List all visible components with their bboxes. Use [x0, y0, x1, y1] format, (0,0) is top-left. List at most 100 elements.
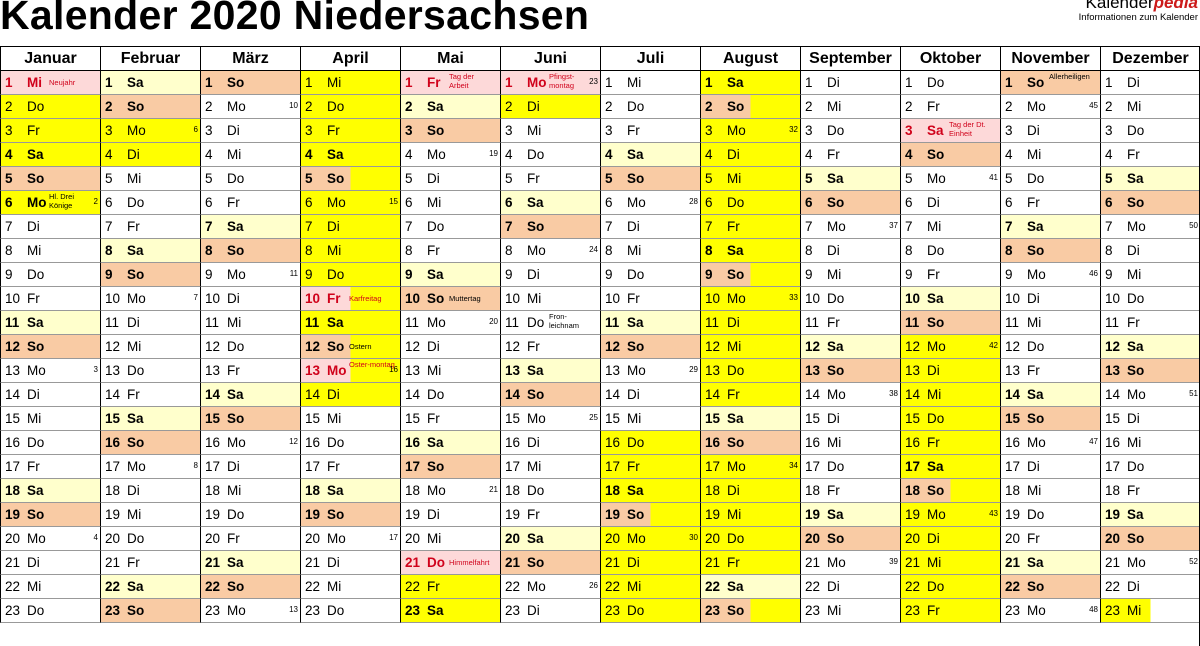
month-header: Februar	[100, 46, 200, 71]
weekday: Mo	[1127, 387, 1146, 402]
day-cell: 7 Mo 50	[1100, 215, 1200, 239]
weekday: Do	[27, 267, 45, 282]
day-cell: 16 So	[100, 431, 200, 455]
weekday: So	[27, 507, 45, 522]
day-number: 19	[1105, 507, 1121, 522]
day-number: 13	[5, 363, 21, 378]
day-number: 2	[205, 99, 213, 114]
day-cell: 21 Fr	[100, 551, 200, 575]
day-cell: 12 Mo 42	[900, 335, 1000, 359]
day-number: 1	[605, 75, 613, 90]
day-cell: 12 Fr	[500, 335, 600, 359]
day-number: 10	[505, 291, 521, 306]
day-cell: 3 So	[400, 119, 500, 143]
day-cell: 2 So	[100, 95, 200, 119]
day-cell: 13 Di	[900, 359, 1000, 383]
day-number: 16	[105, 435, 121, 450]
day-cell: 7 Sa	[1000, 215, 1100, 239]
day-number: 19	[905, 507, 921, 522]
weekday: Fr	[727, 555, 740, 570]
day-cell: 5 So	[300, 167, 400, 191]
day-cell: 2 Di	[500, 95, 600, 119]
weekday: Mi	[627, 579, 642, 594]
day-cell: 14 Sa	[1000, 383, 1100, 407]
weekday: Do	[327, 435, 345, 450]
weekday: So	[827, 363, 845, 378]
day-number: 17	[205, 459, 221, 474]
day-number: 2	[805, 99, 813, 114]
month-header: August	[700, 46, 800, 71]
day-number: 5	[105, 171, 113, 186]
day-cell: 23 So	[700, 599, 800, 623]
weekday: Di	[227, 123, 240, 138]
weekday: Mi	[527, 123, 542, 138]
weekday: Mi	[727, 171, 742, 186]
weekday: Do	[727, 363, 745, 378]
day-number: 4	[105, 147, 113, 162]
day-cell: 11 Fr	[1100, 311, 1200, 335]
weekday: Do	[327, 99, 345, 114]
day-cell: 13 Mi	[400, 359, 500, 383]
weekday: Sa	[427, 267, 444, 282]
day-number: 8	[505, 243, 513, 258]
day-cell: 9 Do	[600, 263, 700, 287]
day-number: 6	[405, 195, 413, 210]
day-number: 2	[405, 99, 413, 114]
day-cell: 5 So	[600, 167, 700, 191]
day-number: 14	[505, 387, 521, 402]
day-number: 13	[1005, 363, 1021, 378]
day-cell: 5 Di	[400, 167, 500, 191]
weekday: So	[27, 171, 45, 186]
day-cell: 6 Mo 28	[600, 191, 700, 215]
day-number: 14	[305, 387, 321, 402]
day-cell: 23 Do	[600, 599, 700, 623]
day-cell: 9 Fr	[900, 263, 1000, 287]
weekday: Sa	[527, 195, 544, 210]
day-number: 6	[705, 195, 713, 210]
week-number: 13	[289, 605, 298, 614]
day-cell: 21 Mo 39	[800, 551, 900, 575]
day-number: 2	[605, 99, 613, 114]
holiday-note: Pfingst-montag	[549, 72, 575, 90]
weekday: Sa	[1027, 219, 1044, 234]
day-cell: 9 Mi	[800, 263, 900, 287]
weekday: Sa	[127, 411, 144, 426]
weekday: So	[727, 603, 745, 618]
weekday: Di	[27, 555, 40, 570]
day-number: 23	[905, 603, 921, 618]
day-cell: 22 Mi	[300, 575, 400, 599]
day-cell: 13 So	[800, 359, 900, 383]
day-number: 19	[305, 507, 321, 522]
day-number: 23	[105, 603, 121, 618]
weekday: Fr	[27, 459, 40, 474]
week-number: 2	[93, 197, 98, 206]
day-number: 4	[705, 147, 713, 162]
day-number: 15	[405, 411, 421, 426]
weekday: Di	[827, 75, 840, 90]
day-number: 10	[105, 291, 121, 306]
weekday: Sa	[127, 579, 144, 594]
day-cell: 23 Mi	[800, 599, 900, 623]
day-cell: 23 Mo 13	[200, 599, 300, 623]
day-number: 3	[1105, 123, 1113, 138]
day-number: 3	[905, 123, 913, 138]
week-number: 10	[289, 101, 298, 110]
day-number: 9	[105, 267, 113, 282]
month-header: April	[300, 46, 400, 71]
weekday: Fr	[227, 195, 240, 210]
day-number: 8	[305, 243, 313, 258]
day-cell: 5 Sa	[1100, 167, 1200, 191]
day-cell: 21 Fr	[700, 551, 800, 575]
day-number: 4	[205, 147, 213, 162]
month-header: Juni	[500, 46, 600, 71]
day-cell: 14 Di	[0, 383, 100, 407]
weekday: Di	[927, 195, 940, 210]
day-cell: 18 Mi	[1000, 479, 1100, 503]
day-number: 16	[705, 435, 721, 450]
week-number: 7	[193, 293, 198, 302]
week-number: 24	[589, 245, 598, 254]
day-number: 11	[305, 315, 320, 330]
day-cell: 23 Do	[300, 599, 400, 623]
day-cell: 17 Mo 8	[100, 455, 200, 479]
day-cell: 14 Mo 38	[800, 383, 900, 407]
